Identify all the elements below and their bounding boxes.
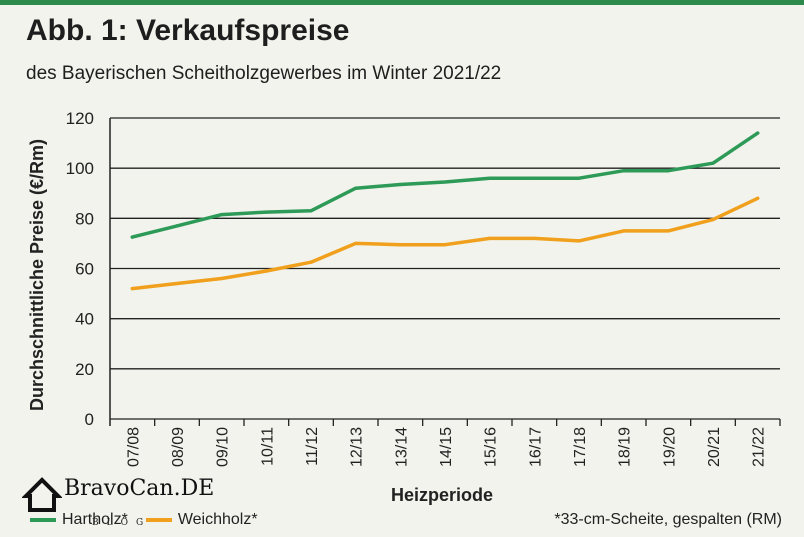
data-point-weichholz <box>309 260 313 264</box>
legend-swatch-weichholz <box>145 518 172 522</box>
house-icon <box>22 477 62 512</box>
data-point-hartholz <box>622 169 626 173</box>
y-tick-label: 0 <box>85 410 94 429</box>
x-tick-label: 17/18 <box>572 427 589 467</box>
x-tick-label: 11/12 <box>304 427 321 466</box>
axes: 0 20 40 60 80 100 120 07/08 08/09 09/10 10/11 11/12… <box>66 109 781 467</box>
watermark-text: BravoCan.DE <box>64 476 215 501</box>
legend-label-weichholz: Weichholz* <box>177 511 258 528</box>
y-tick-label: 120 <box>66 109 94 128</box>
watermark-logo: BravoCan.DE BLOG <box>22 470 242 532</box>
y-tick-label: 60 <box>75 260 94 279</box>
data-point-hartholz <box>756 131 760 135</box>
x-tick-label: 08/09 <box>170 427 187 467</box>
x-tick-label: 14/15 <box>438 427 455 467</box>
x-tick-label: 12/13 <box>349 427 366 467</box>
data-point-weichholz <box>622 229 626 233</box>
data-point-weichholz <box>264 269 268 273</box>
y-tick-label: 100 <box>66 159 94 178</box>
top-accent-bar <box>0 0 804 5</box>
y-tick-label: 40 <box>75 310 94 329</box>
x-tick-label: 16/17 <box>527 427 544 467</box>
chart-title: Abb. 1: Verkaufspreise <box>26 14 350 47</box>
data-point-weichholz <box>488 236 492 240</box>
data-point-weichholz <box>130 286 134 291</box>
data-point-hartholz <box>309 209 313 213</box>
x-tick-label: 19/20 <box>661 427 678 467</box>
data-point-hartholz <box>711 161 715 165</box>
data-point-weichholz <box>756 196 760 200</box>
data-point-weichholz <box>532 236 536 240</box>
legend: Hartholz* Weichholz* <box>30 511 276 529</box>
legend-item-hartholz: Hartholz* <box>30 511 128 529</box>
data-point-hartholz <box>354 186 358 190</box>
data-point-weichholz <box>577 239 581 243</box>
data-point-weichholz <box>398 243 402 247</box>
legend-swatch-hartholz <box>30 518 56 522</box>
grid-lines <box>110 117 780 420</box>
data-point-hartholz <box>532 176 536 180</box>
data-point-weichholz <box>220 276 224 281</box>
data-point-hartholz <box>130 235 134 239</box>
data-point-weichholz <box>711 217 715 222</box>
series-lines <box>130 131 760 291</box>
data-point-hartholz <box>398 182 402 187</box>
series-line-hartholz <box>130 131 760 239</box>
x-axis-label: Heizperiode <box>391 485 493 505</box>
data-point-hartholz <box>220 212 224 217</box>
y-axis-label: Durchschnittliche Preise (€/Rm) <box>27 139 47 411</box>
data-point-weichholz <box>354 241 358 246</box>
footnote: *33-cm-Scheite, gespalten (RM) <box>554 511 782 528</box>
x-tick-label: 21/22 <box>751 427 768 467</box>
watermark-subtext: BLOG <box>92 518 152 528</box>
data-point-hartholz <box>443 180 447 184</box>
legend-label-hartholz: Hartholz* <box>62 511 128 528</box>
data-point-hartholz <box>488 176 492 180</box>
x-tick-label: 15/16 <box>483 427 500 467</box>
x-tick-label: 09/10 <box>215 427 232 467</box>
data-point-weichholz <box>175 281 179 286</box>
x-tick-label: 18/19 <box>617 427 634 467</box>
x-tick-label: 20/21 <box>706 427 723 467</box>
x-tick-label: 10/11 <box>259 427 276 466</box>
chart-subtitle: des Bayerischen Scheitholzgewerbes im Wi… <box>26 63 502 84</box>
data-point-hartholz <box>666 169 670 173</box>
y-tick-label: 80 <box>75 209 94 228</box>
data-point-hartholz <box>264 210 268 214</box>
data-point-weichholz <box>443 243 447 247</box>
data-point-weichholz <box>666 229 670 233</box>
x-tick-label: 07/08 <box>125 427 142 467</box>
x-tick-label: 13/14 <box>393 427 410 467</box>
data-point-hartholz <box>175 224 179 228</box>
data-point-hartholz <box>577 176 581 180</box>
y-tick-label: 20 <box>75 360 94 379</box>
legend-item-weichholz: Weichholz* <box>145 511 258 529</box>
